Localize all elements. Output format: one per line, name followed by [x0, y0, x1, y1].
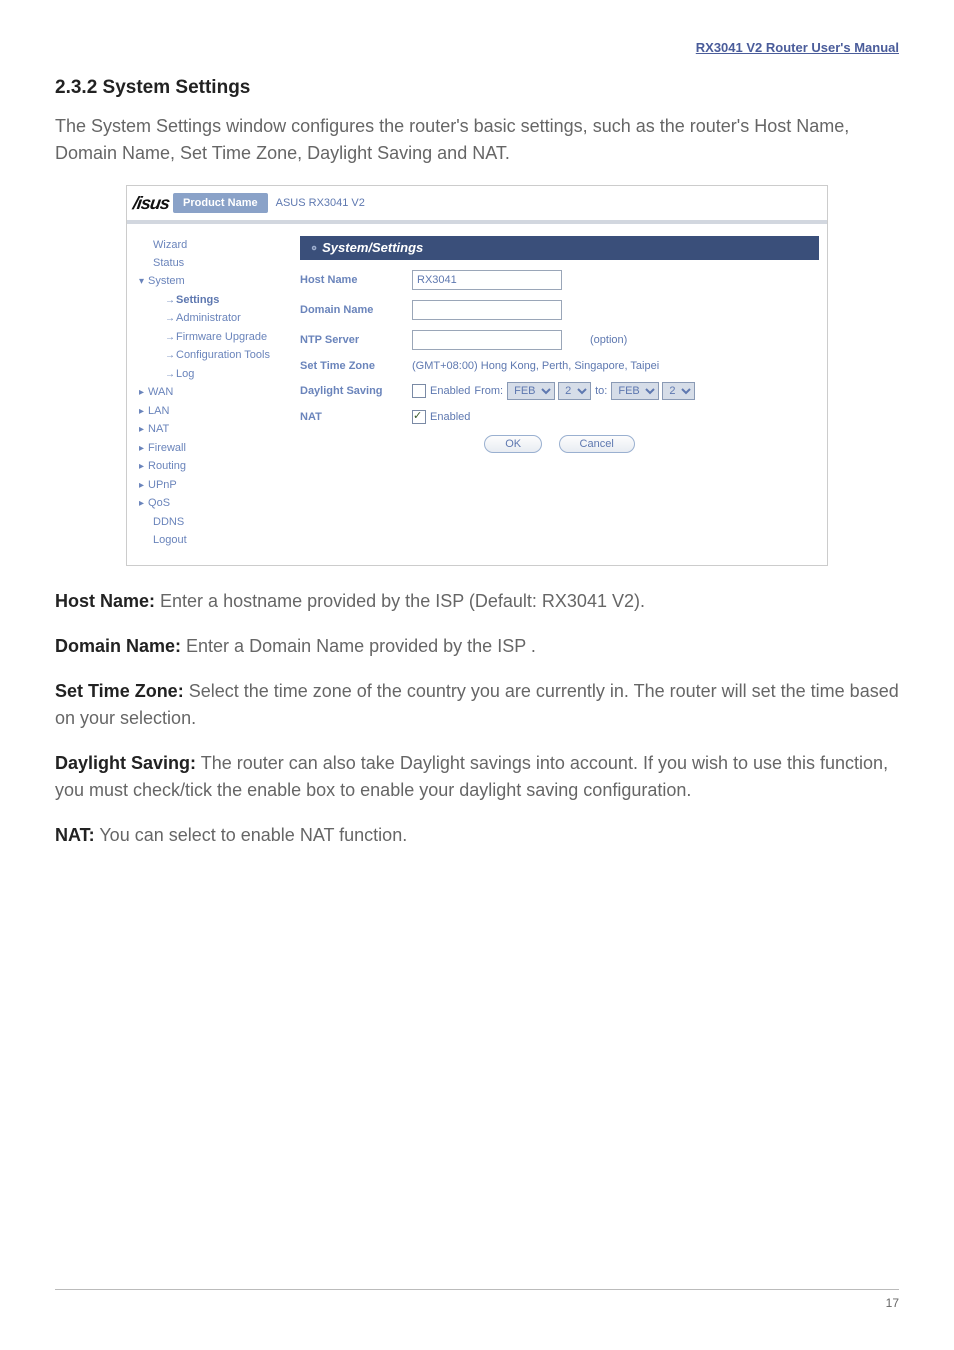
tz-desc: Set Time Zone: Select the time zone of t… [55, 678, 899, 732]
nav-nat[interactable]: NAT [139, 423, 169, 435]
daylight-from-day[interactable]: 2 [558, 382, 591, 400]
daylight-to-day[interactable]: 2 [662, 382, 695, 400]
host-name-desc-label: Host Name: [55, 591, 155, 611]
nav-logout[interactable]: Logout [139, 531, 294, 549]
ok-button[interactable]: OK [484, 435, 542, 453]
nav-system[interactable]: System [139, 275, 185, 287]
nav-status[interactable]: Status [139, 254, 294, 272]
nat-enabled-text: Enabled [430, 411, 470, 423]
nav-lan[interactable]: LAN [139, 405, 169, 417]
divider [127, 220, 827, 224]
daylight-enabled-text: Enabled [430, 385, 470, 397]
tz-label: Set Time Zone [300, 360, 412, 372]
header-link[interactable]: RX3041 V2 Router User's Manual [55, 40, 899, 55]
tz-value: (GMT+08:00) Hong Kong, Perth, Singapore,… [412, 360, 659, 372]
ntp-input[interactable] [412, 330, 562, 350]
asus-logo: /isus [132, 193, 171, 214]
product-name-label: Product Name [173, 193, 268, 213]
nav-upnp[interactable]: UPnP [139, 479, 177, 491]
daylight-from-month[interactable]: FEB [507, 382, 555, 400]
nav-wizard[interactable]: Wizard [139, 236, 294, 254]
intro-text: The System Settings window configures th… [55, 113, 899, 167]
page-number: 17 [886, 1296, 899, 1310]
cancel-button[interactable]: Cancel [559, 435, 635, 453]
nat-desc-label: NAT: [55, 825, 95, 845]
panel-title: ∘System/Settings [300, 236, 819, 260]
domain-name-desc: Domain Name: Enter a Domain Name provide… [55, 633, 899, 660]
nav-firmware[interactable]: Firmware Upgrade [165, 331, 267, 343]
domain-name-desc-text: Enter a Domain Name provided by the ISP … [181, 636, 536, 656]
settings-screenshot: /isus Product Name ASUS RX3041 V2 Wizard… [126, 185, 828, 566]
tz-desc-label: Set Time Zone: [55, 681, 184, 701]
nat-checkbox[interactable] [412, 410, 426, 424]
nav-firewall[interactable]: Firewall [139, 442, 186, 454]
domain-name-input[interactable] [412, 300, 562, 320]
host-name-desc-text: Enter a hostname provided by the ISP (De… [155, 591, 645, 611]
host-name-desc: Host Name: Enter a hostname provided by … [55, 588, 899, 615]
daylight-label: Daylight Saving [300, 385, 412, 397]
domain-name-label: Domain Name [300, 304, 412, 316]
ntp-option: (option) [590, 334, 627, 346]
nav-log[interactable]: Log [165, 368, 194, 380]
daylight-checkbox[interactable] [412, 384, 426, 398]
daylight-desc: Daylight Saving: The router can also tak… [55, 750, 899, 804]
nat-desc-text: You can select to enable NAT function. [95, 825, 408, 845]
ntp-label: NTP Server [300, 334, 412, 346]
nav-qos[interactable]: QoS [139, 497, 170, 509]
daylight-to-month[interactable]: FEB [611, 382, 659, 400]
nav-sidebar: Wizard Status System Settings Administra… [135, 236, 294, 549]
host-name-label: Host Name [300, 274, 412, 286]
nav-wan[interactable]: WAN [139, 386, 173, 398]
product-name-value: ASUS RX3041 V2 [276, 197, 365, 209]
daylight-desc-label: Daylight Saving: [55, 753, 196, 773]
nav-ddns[interactable]: DDNS [139, 513, 294, 531]
section-title: 2.3.2 System Settings [55, 77, 899, 99]
daylight-from: From: [474, 385, 503, 397]
nav-administrator[interactable]: Administrator [165, 312, 241, 324]
page-footer: 17 [55, 1289, 899, 1310]
nat-desc: NAT: You can select to enable NAT functi… [55, 822, 899, 849]
nat-label: NAT [300, 411, 412, 423]
host-name-input[interactable] [412, 270, 562, 290]
nav-routing[interactable]: Routing [139, 460, 186, 472]
domain-name-desc-label: Domain Name: [55, 636, 181, 656]
nav-config-tools[interactable]: Configuration Tools [165, 349, 270, 361]
daylight-to: to: [595, 385, 607, 397]
nav-settings[interactable]: Settings [165, 294, 219, 306]
panel-title-text: System/Settings [322, 240, 423, 255]
